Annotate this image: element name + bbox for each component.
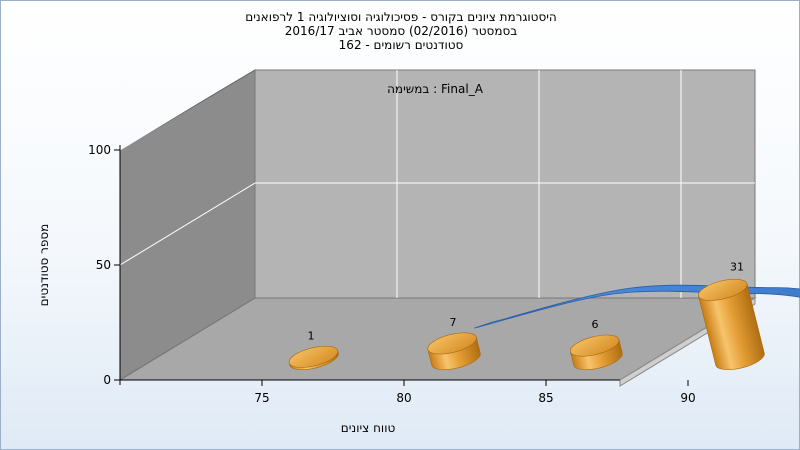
bar (698, 278, 765, 370)
data-label: 7 (450, 316, 457, 329)
y-tick-label: 100 (88, 143, 111, 157)
distribution-curve (474, 284, 800, 329)
data-label: 6 (592, 318, 599, 331)
x-tick-label: 75 (254, 391, 269, 405)
x-axis-title: טווח ציונים (341, 421, 396, 435)
bar (570, 334, 623, 370)
curve-layer (474, 284, 800, 329)
bar (427, 332, 481, 370)
bar (288, 345, 339, 370)
chart-title-line-3: סטודנטים רשומים - 162 (338, 38, 464, 52)
data-label: 1 (308, 330, 315, 343)
data-label: 31 (730, 261, 744, 274)
gridlines (119, 67, 755, 298)
y-tick-label: 50 (96, 258, 111, 272)
bar-top (427, 332, 477, 355)
bar-top (698, 278, 748, 301)
axes: 0501007580859095100 (88, 143, 696, 405)
bar-top (288, 345, 339, 368)
back-wall (254, 69, 756, 299)
bar-top (570, 334, 620, 357)
task-annotation: במשימה : Final_A (387, 82, 484, 96)
y-tick-label: 0 (103, 373, 111, 387)
y-axis-title: מספר סטודנטים (37, 224, 51, 307)
gridline-side (119, 182, 256, 266)
bar-body (698, 283, 765, 370)
chart-title-line-2: בסמסטר (02/2016) סמסטר אביב 2016/17 (284, 24, 518, 38)
chart-title-line-1: היסטוגרמת ציונים בקורס - פסיכולוגיה וסוצ… (245, 10, 557, 24)
gridline-side (119, 67, 256, 151)
bars: 176316932 (288, 261, 765, 370)
x-tick-label: 90 (680, 391, 695, 405)
x-tick-label: 80 (396, 391, 411, 405)
x-tick-label: 85 (538, 391, 553, 405)
